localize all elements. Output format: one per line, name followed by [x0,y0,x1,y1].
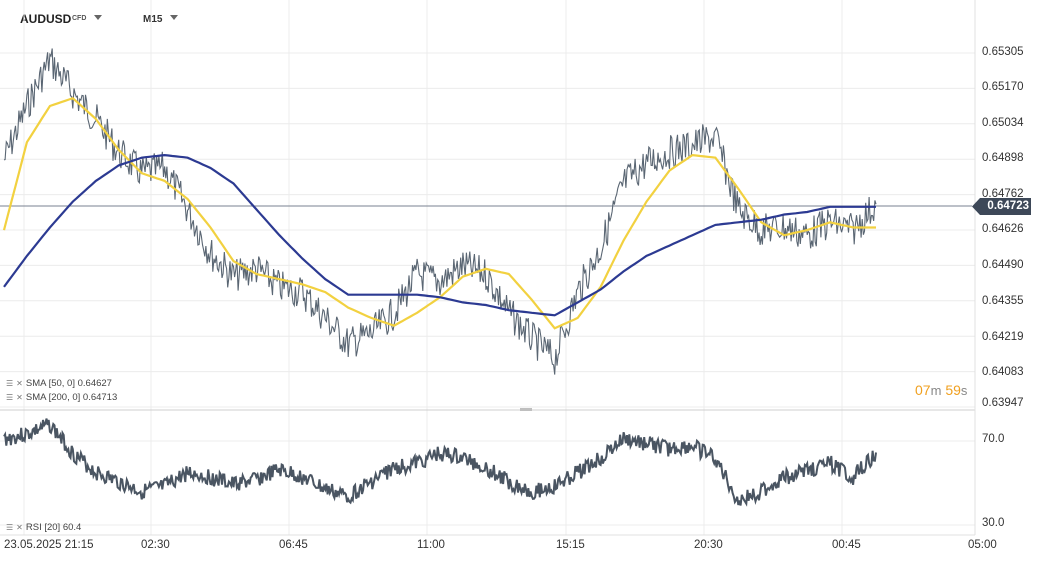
rsi-axis-label: 70.0 [982,433,1005,445]
price-axis-label: 0.64898 [982,152,1024,164]
legend-sma200-text: SMA [200, 0] 0.64713 [25,392,118,403]
price-axis-label: 0.63947 [982,397,1024,409]
menu-icon[interactable]: ☰ [6,393,14,402]
price-axis-label: 0.64219 [982,331,1024,343]
time-axis-label: 20:30 [694,539,723,551]
symbol-dropdown-icon[interactable] [94,15,102,20]
price-axis-label: 0.64355 [982,295,1024,307]
countdown-seconds: 59 [945,382,961,398]
sma200-series [3,153,876,317]
candle-countdown: 07m 59s [915,382,967,398]
countdown-minutes: 07 [915,382,931,398]
countdown-minutes-unit: m [930,383,942,398]
price-axis-label: 0.65170 [982,81,1024,93]
close-icon[interactable]: ✕ [16,523,23,532]
legend-sma200[interactable]: ☰ ✕ SMA [200, 0] 0.64713 [6,392,117,403]
rsi-axis-label: 30.0 [982,517,1005,529]
close-icon[interactable]: ✕ [16,393,23,402]
time-axis-label: 23.05.2025 21:15 [4,539,94,551]
pane-resize-handle[interactable] [520,408,532,411]
menu-icon[interactable]: ☰ [6,523,14,532]
price-series [3,48,877,375]
legend-sma50[interactable]: ☰ ✕ SMA [50, 0] 0.64627 [6,378,112,389]
legend-rsi-text: RSI [20] 60.4 [25,522,82,533]
instrument-type-badge: CFD [72,15,87,22]
price-axis-label: 0.64083 [982,366,1024,378]
price-axis-label: 0.65034 [982,117,1024,129]
close-icon[interactable]: ✕ [16,379,23,388]
timeframe-label[interactable]: M15 [143,14,163,25]
current-price-tag: 0.64723 [972,198,1031,215]
time-axis-label: 11:00 [417,539,445,551]
menu-icon[interactable]: ☰ [6,379,14,388]
time-axis-label: 06:45 [279,539,308,551]
legend-rsi[interactable]: ☰ ✕ RSI [20] 60.4 [6,522,81,533]
price-axis-label: 0.64762 [982,188,1024,200]
time-axis-label: 02:30 [141,539,170,551]
countdown-seconds-unit: s [960,383,968,398]
price-axis-label: 0.64626 [982,223,1024,235]
timeframe-dropdown-icon[interactable] [170,15,178,20]
grid-lines [0,0,975,535]
legend-sma50-text: SMA [50, 0] 0.64627 [25,378,112,389]
time-axis-label: 15:15 [556,539,585,551]
time-axis-label: 05:00 [968,539,997,551]
time-axis-label: 00:45 [832,539,861,551]
rsi-series [3,418,877,507]
symbol-label[interactable]: AUDUSD [20,12,72,26]
price-axis-label: 0.65305 [982,46,1024,58]
price-axis-label: 0.64490 [982,259,1024,271]
